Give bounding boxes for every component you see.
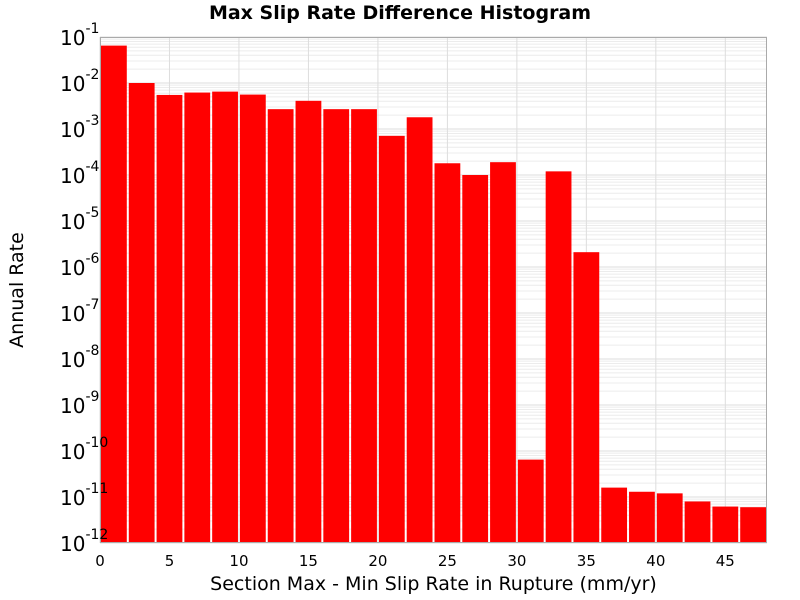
y-tick-label: 10-4 [60, 159, 100, 188]
histogram-bar [434, 163, 461, 544]
histogram-bar [573, 252, 600, 543]
histogram-bar [295, 100, 322, 543]
x-tick-label: 20 [368, 552, 387, 570]
histogram-bar [684, 501, 711, 543]
plot-border [100, 37, 767, 543]
y-axis-ticks: 10-1 10-2 10-3 10-4 10-5 10-6 10-7 10-8 10-9 10-1… [60, 21, 108, 556]
histogram-bar [351, 109, 377, 544]
histogram-bar [156, 94, 183, 544]
x-tick-label: 0 [95, 552, 105, 570]
y-tick-label: 10-2 [60, 67, 99, 96]
histogram-bar [517, 459, 544, 543]
x-tick-label: 40 [646, 552, 665, 570]
y-tick-label: 10-6 [60, 251, 100, 280]
y-tick-label: 10-3 [60, 113, 99, 142]
x-tick-label: 15 [299, 552, 318, 570]
histogram-bar [406, 117, 433, 544]
x-axis-label: Section Max - Min Slip Rate in Rupture (… [210, 573, 657, 595]
y-tick-label: 10-10 [60, 435, 108, 464]
y-tick-label: 10-5 [60, 205, 99, 234]
histogram-bar [101, 45, 127, 543]
histogram-bar [545, 171, 572, 543]
histogram-bar [378, 135, 405, 544]
y-tick-label: 10-1 [60, 21, 99, 50]
histogram-bar [239, 94, 266, 544]
histogram-bar [656, 493, 683, 543]
y-tick-label: 10-11 [60, 481, 108, 510]
histogram-bar [462, 175, 489, 543]
x-tick-label: 5 [165, 552, 175, 570]
x-tick-label: 10 [229, 552, 248, 570]
y-tick-label: 10-9 [60, 389, 99, 418]
x-axis-ticks: 0 5 10 15 20 25 30 35 40 45 [95, 552, 735, 570]
x-tick-label: 30 [507, 552, 526, 570]
histogram-bar [629, 491, 655, 543]
grid-lines [99, 36, 767, 544]
histogram-bar [601, 487, 628, 543]
histogram-bar [212, 91, 238, 543]
x-tick-label: 45 [716, 552, 735, 570]
histogram-bar [323, 109, 350, 544]
x-tick-label: 35 [577, 552, 596, 570]
chart-title: Max Slip Rate Difference Histogram [208, 2, 592, 24]
histogram-bar [740, 507, 766, 543]
y-tick-label: 10-12 [60, 527, 108, 556]
histogram-bar [267, 109, 294, 544]
histogram-bar [128, 83, 155, 543]
histogram-bar [712, 506, 739, 543]
histogram-bar [184, 92, 211, 543]
histogram-bar [490, 162, 516, 543]
x-tick-label: 25 [438, 552, 457, 570]
y-tick-label: 10-8 [60, 343, 99, 372]
y-tick-label: 10-7 [60, 297, 99, 326]
bar-series [101, 45, 766, 544]
y-axis-label: Annual Rate [6, 232, 28, 348]
